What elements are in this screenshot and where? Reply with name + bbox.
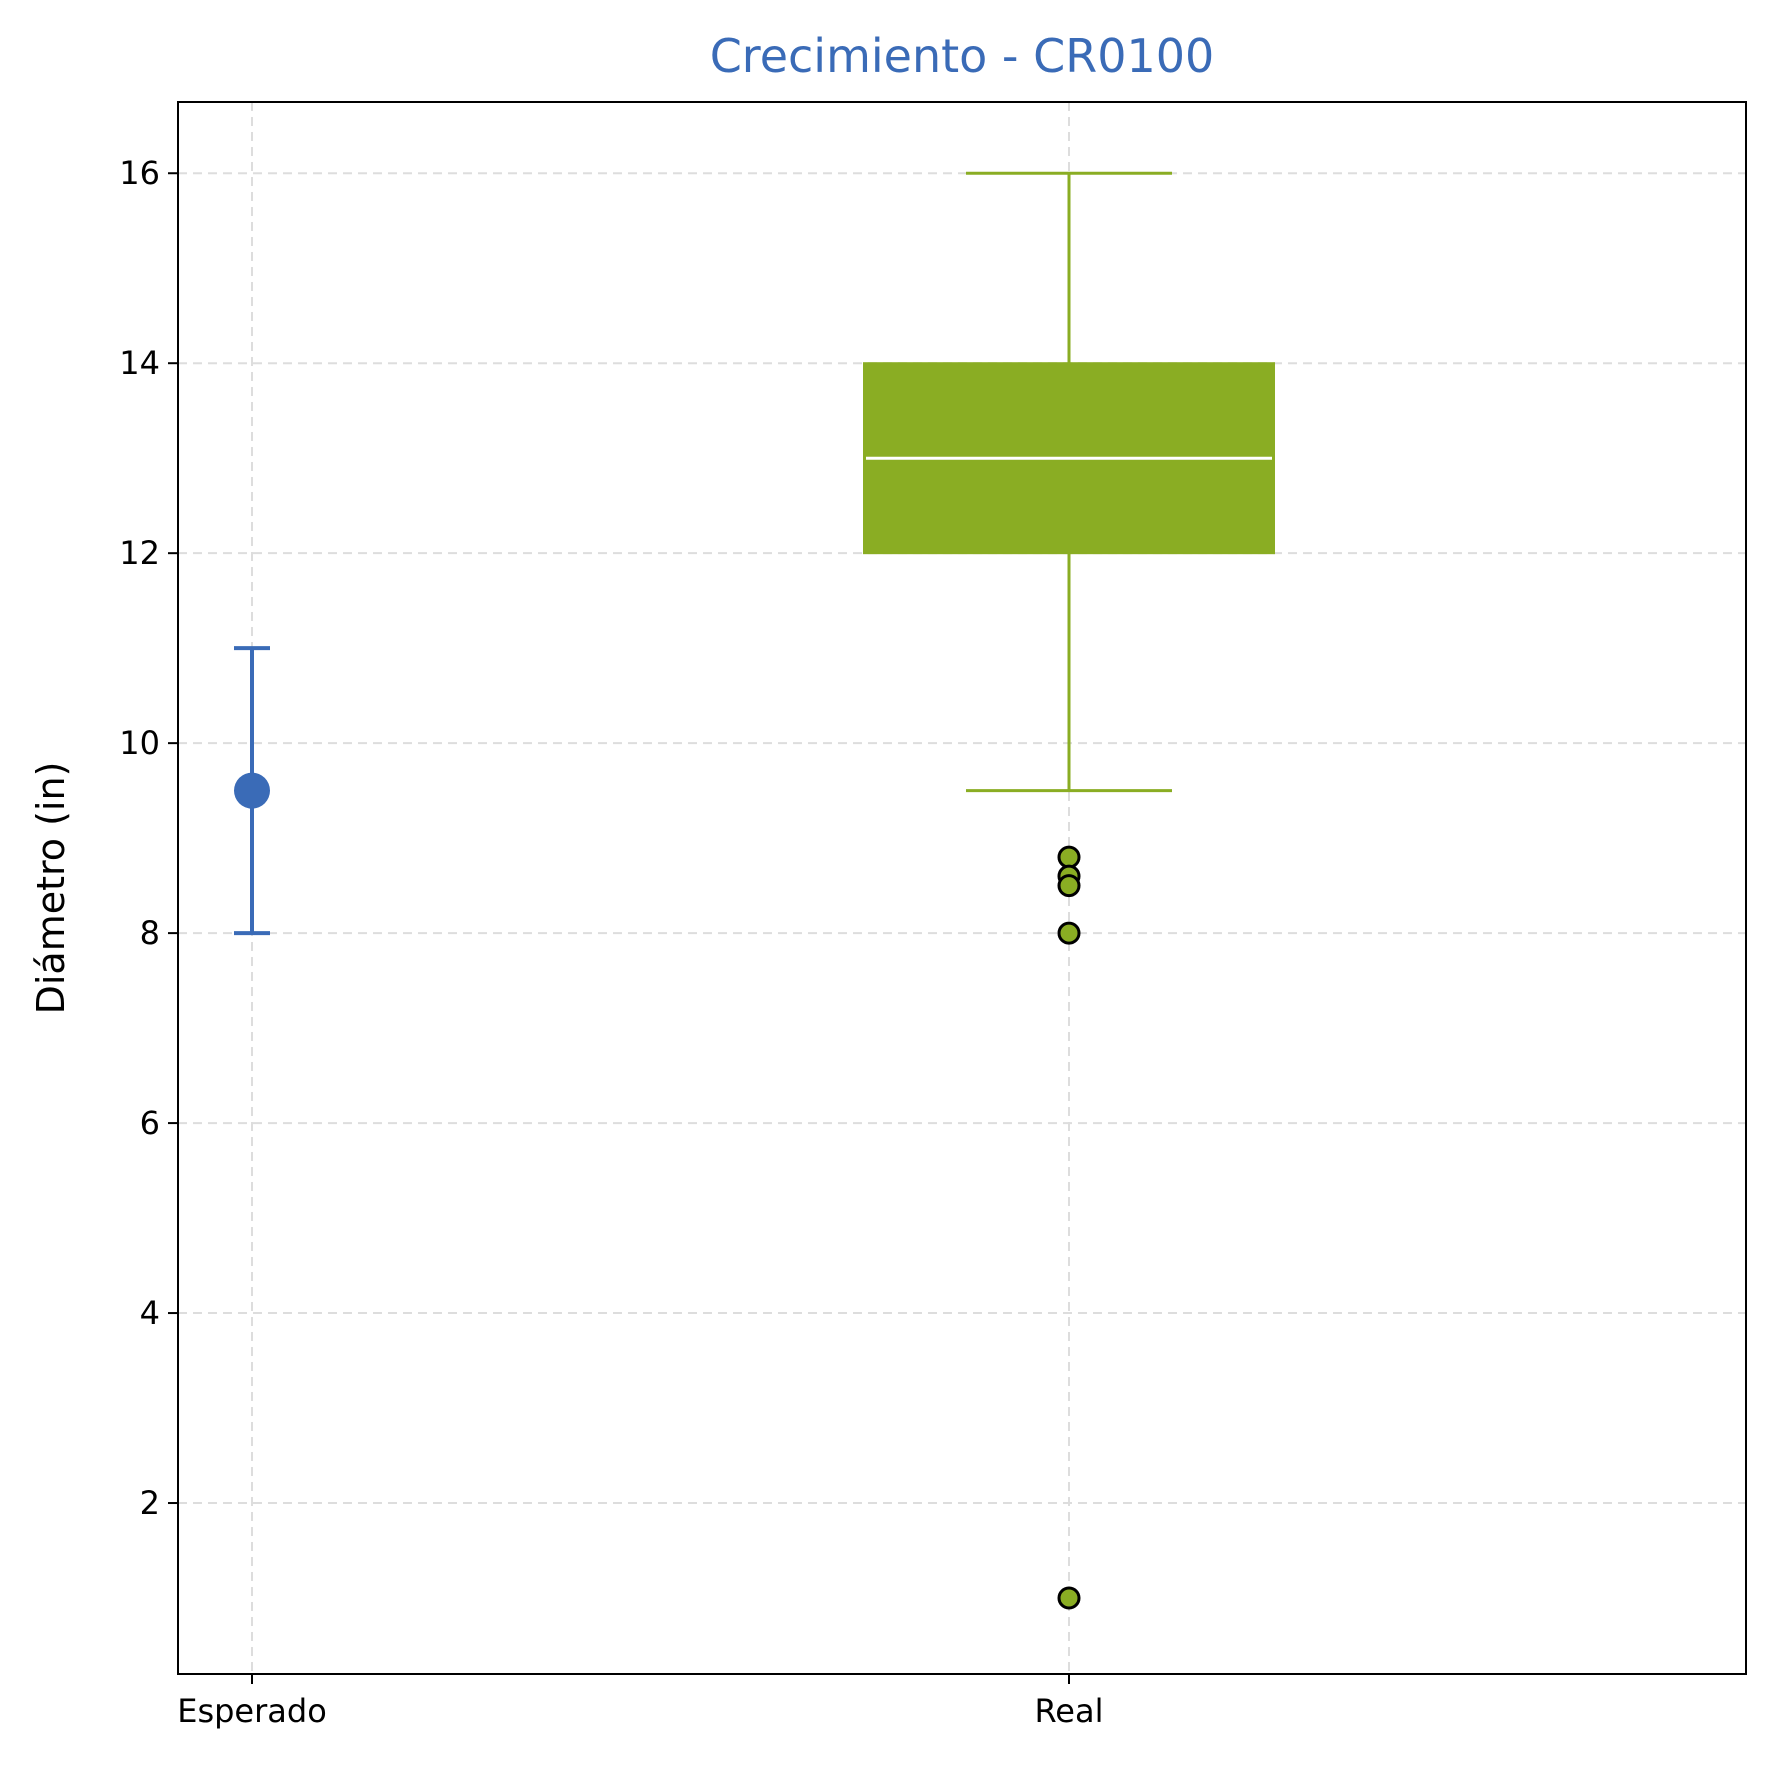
actual-outlier-3 bbox=[1057, 921, 1081, 945]
x-tick-label-esperado: Esperado bbox=[177, 1692, 327, 1730]
chart-title: Crecimiento - CR0100 bbox=[710, 29, 1215, 83]
y-tick-label-14: 14 bbox=[119, 344, 160, 382]
y-tick-label-2: 2 bbox=[140, 1484, 160, 1522]
chart-marks bbox=[234, 171, 1275, 1610]
ticks: 2 4 6 8 10 12 14 16 Esperado Real bbox=[119, 154, 1103, 1730]
actual-outlier-0 bbox=[1057, 845, 1081, 869]
y-tick-label-6: 6 bbox=[140, 1104, 160, 1142]
actual-outlier-4 bbox=[1057, 1586, 1081, 1610]
y-tick-label-12: 12 bbox=[119, 534, 160, 572]
y-axis-label: Diámetro (in) bbox=[29, 762, 73, 1015]
y-tick-label-10: 10 bbox=[119, 724, 160, 762]
plot-frame bbox=[177, 101, 1747, 1675]
expected-point bbox=[234, 772, 270, 809]
y-tick-label-16: 16 bbox=[119, 154, 160, 192]
y-tick-label-4: 4 bbox=[140, 1294, 160, 1332]
y-tick-label-8: 8 bbox=[140, 914, 160, 952]
x-tick-label-real: Real bbox=[1035, 1692, 1104, 1730]
actual-outlier-2 bbox=[1057, 874, 1081, 898]
